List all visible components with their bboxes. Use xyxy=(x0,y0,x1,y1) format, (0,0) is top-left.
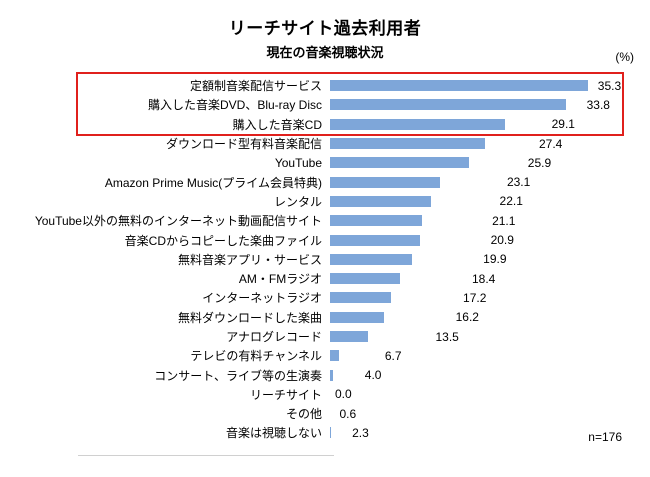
bar-track xyxy=(330,427,347,439)
bar-track xyxy=(330,311,451,323)
chart-row: コンサート、ライブ等の生演奏 4.0 xyxy=(12,365,638,384)
bar-track xyxy=(330,99,582,111)
chart-title: リーチサイト過去利用者 xyxy=(228,19,422,38)
chart-row: 音楽は視聴しない 2.3 xyxy=(12,423,638,442)
sample-size-label: n=176 xyxy=(588,430,622,444)
category-label: インターネットラジオ xyxy=(202,291,322,306)
bar-track xyxy=(330,408,334,420)
category-label: アナログレコード xyxy=(226,330,322,344)
category-label: Amazon Prime Music(プライム会員特典) xyxy=(104,175,322,190)
bar xyxy=(330,80,588,92)
value-label: 2.3 xyxy=(352,425,369,440)
bar-track xyxy=(330,215,487,227)
value-label: 19.9 xyxy=(483,252,507,267)
bar xyxy=(330,176,441,188)
bar-track xyxy=(330,331,431,342)
category-label: 購入した音楽DVD、Blu-ray Disc xyxy=(147,98,322,113)
chart-row: その他 0.6 xyxy=(12,404,638,423)
bar xyxy=(330,118,506,130)
value-label: 27.4 xyxy=(538,136,563,151)
bar-track xyxy=(330,176,502,188)
bar-track xyxy=(330,253,478,265)
chart-row: インターネットラジオ 17.2 xyxy=(12,288,638,307)
chart-row: リーチサイト 0.0 xyxy=(12,385,638,404)
bar-track xyxy=(330,118,547,130)
bar xyxy=(330,273,400,285)
value-label: 17.2 xyxy=(463,290,487,305)
category-label: 音楽は視聴しない xyxy=(225,426,322,441)
chart-subtitle: 現在の音楽視聴状況 xyxy=(266,45,384,60)
value-label: 16.2 xyxy=(455,310,479,325)
value-label: 13.5 xyxy=(435,329,459,344)
bar xyxy=(330,350,340,362)
chart-row: アナログレコード 13.5 xyxy=(12,327,638,346)
bar xyxy=(330,427,332,439)
category-label: レンタル xyxy=(273,194,322,209)
value-label: 22.1 xyxy=(499,194,523,209)
category-label: YouTube以外の無料のインターネット動画配信サイト xyxy=(34,214,322,229)
value-label: 6.7 xyxy=(384,348,402,363)
chart-row: 定額制音楽配信サービス 35.3 xyxy=(12,76,638,95)
chart-row: テレビの有料チャンネル 6.7 xyxy=(12,346,638,365)
bar-track xyxy=(330,80,593,92)
value-label: 21.1 xyxy=(492,213,516,228)
chart-row: ダウンロード型有料音楽配信 27.4 xyxy=(12,134,638,153)
bar xyxy=(330,99,567,111)
unit-label: (%) xyxy=(615,50,634,64)
chart-row: 無料音楽アプリ・サービス 19.9 xyxy=(12,250,638,269)
value-label: 4.0 xyxy=(364,368,382,383)
value-label: 23.1 xyxy=(506,175,531,190)
bar xyxy=(330,311,385,323)
value-label: 0.6 xyxy=(339,406,357,421)
bar-track xyxy=(330,234,486,246)
category-label: 無料ダウンロードした楽曲 xyxy=(177,310,322,325)
bar xyxy=(330,369,334,381)
category-label: 無料音楽アプリ・サービス xyxy=(177,252,322,267)
category-label: 定額制音楽配信サービス xyxy=(189,79,322,94)
axis-line xyxy=(78,455,334,456)
category-label: 音楽CDからコピーした楽曲ファイル xyxy=(124,233,322,248)
chart-row: AM・FMラジオ 18.4 xyxy=(12,269,638,288)
category-label: 購入した音楽CD xyxy=(232,117,322,132)
bar-track xyxy=(330,138,534,150)
value-label: 0.0 xyxy=(335,387,352,402)
chart-row: Amazon Prime Music(プライム会員特典) 23.1 xyxy=(12,172,638,191)
chart-row: YouTube 25.9 xyxy=(12,153,638,172)
value-label: 35.3 xyxy=(597,78,622,93)
bar xyxy=(330,157,469,169)
chart-row: 無料ダウンロードした楽曲 16.2 xyxy=(12,308,638,327)
chart-row: YouTube以外の無料のインターネット動画配信サイト 21.1 xyxy=(12,211,638,230)
bar-track xyxy=(330,195,495,207)
category-label: テレビの有料チャンネル xyxy=(190,349,322,364)
bar-track xyxy=(330,292,458,304)
category-label: その他 xyxy=(285,407,322,422)
bar xyxy=(330,292,392,304)
bar-chart: 定額制音楽配信サービス 35.3 購入した音楽DVD、Blu-ray Disc 33.… xyxy=(12,72,638,443)
value-label: 18.4 xyxy=(471,271,496,286)
bar-track xyxy=(330,350,380,362)
bar xyxy=(330,138,486,150)
chart-row: レンタル 22.1 xyxy=(12,192,638,211)
bar xyxy=(330,195,431,207)
bar-track xyxy=(330,369,360,381)
category-label: ダウンロード型有料音楽配信 xyxy=(165,137,322,152)
value-label: 20.9 xyxy=(490,233,514,248)
category-label: AM・FMラジオ xyxy=(238,272,322,287)
bar xyxy=(330,331,368,342)
category-label: リーチサイト xyxy=(249,387,322,402)
chart-row: 購入した音楽CD 29.1 xyxy=(12,115,638,134)
value-label: 33.8 xyxy=(586,97,610,112)
bar xyxy=(330,253,412,265)
category-label: コンサート、ライブ等の生演奏 xyxy=(154,368,322,383)
bar-track xyxy=(330,157,523,169)
category-label: YouTube xyxy=(274,155,322,170)
chart-row: 購入した音楽DVD、Blu-ray Disc 33.8 xyxy=(12,95,638,114)
bar-track xyxy=(330,273,467,285)
value-label: 29.1 xyxy=(551,117,575,132)
value-label: 25.9 xyxy=(527,155,552,170)
chart-row: 音楽CDからコピーした楽曲ファイル 20.9 xyxy=(12,230,638,249)
bar xyxy=(330,215,423,227)
bar xyxy=(330,234,421,246)
